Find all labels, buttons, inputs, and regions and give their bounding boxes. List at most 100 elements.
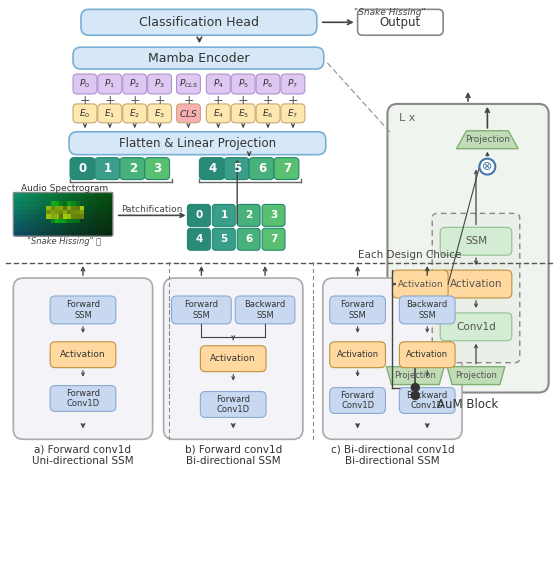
FancyBboxPatch shape: [440, 270, 512, 298]
Bar: [67, 192, 71, 197]
Text: Activation: Activation: [397, 279, 443, 289]
FancyBboxPatch shape: [440, 313, 512, 341]
Bar: [105, 206, 109, 210]
Bar: [47, 215, 50, 219]
Bar: [47, 228, 50, 232]
Bar: [34, 219, 38, 223]
Bar: [105, 197, 109, 201]
FancyBboxPatch shape: [98, 104, 122, 123]
Bar: [84, 201, 88, 206]
Bar: [109, 219, 113, 223]
Bar: [80, 215, 84, 219]
Bar: [100, 192, 105, 197]
Text: Backward
SSM: Backward SSM: [244, 300, 286, 320]
Text: Classification Head: Classification Head: [140, 16, 259, 29]
Bar: [75, 192, 80, 197]
Text: $E_6$: $E_6$: [263, 107, 274, 119]
Bar: [96, 192, 100, 197]
FancyBboxPatch shape: [206, 104, 230, 123]
FancyBboxPatch shape: [323, 278, 462, 439]
Bar: [84, 232, 88, 236]
FancyBboxPatch shape: [392, 270, 448, 298]
Bar: [96, 219, 100, 223]
Bar: [18, 206, 22, 210]
Bar: [30, 215, 34, 219]
Bar: [100, 197, 105, 201]
Bar: [71, 192, 75, 197]
Bar: [84, 228, 88, 232]
Bar: [92, 223, 96, 228]
Bar: [67, 206, 71, 210]
FancyBboxPatch shape: [399, 342, 455, 368]
Bar: [50, 192, 55, 197]
Text: 6: 6: [245, 234, 253, 244]
Bar: [42, 210, 47, 215]
Bar: [22, 228, 26, 232]
Bar: [84, 192, 88, 197]
Bar: [55, 192, 59, 197]
Bar: [92, 197, 96, 201]
FancyBboxPatch shape: [357, 9, 443, 35]
Bar: [26, 210, 30, 215]
Text: 5: 5: [220, 234, 228, 244]
Bar: [59, 201, 63, 206]
FancyBboxPatch shape: [201, 392, 266, 417]
Bar: [88, 223, 92, 228]
Bar: [30, 210, 34, 215]
Bar: [71, 197, 75, 201]
Text: 4: 4: [208, 162, 217, 175]
FancyBboxPatch shape: [249, 158, 274, 179]
Bar: [38, 219, 42, 223]
Text: +: +: [154, 95, 165, 108]
Bar: [75, 228, 80, 232]
FancyBboxPatch shape: [148, 104, 172, 123]
Text: $E_1$: $E_1$: [104, 107, 115, 119]
Bar: [71, 210, 75, 215]
Bar: [88, 210, 92, 215]
Bar: [50, 228, 55, 232]
Bar: [22, 232, 26, 236]
Bar: [75, 219, 80, 223]
Bar: [13, 192, 18, 197]
FancyBboxPatch shape: [231, 74, 255, 94]
Bar: [59, 228, 63, 232]
FancyBboxPatch shape: [73, 47, 324, 69]
Text: $CLS$: $CLS$: [179, 108, 198, 119]
Bar: [34, 206, 38, 210]
Text: $E_4$: $E_4$: [213, 107, 224, 119]
Bar: [42, 201, 47, 206]
Bar: [63, 201, 67, 206]
Bar: [59, 210, 63, 215]
Bar: [100, 206, 105, 210]
FancyBboxPatch shape: [224, 158, 249, 179]
Bar: [42, 219, 47, 223]
Polygon shape: [456, 131, 518, 149]
Bar: [34, 192, 38, 197]
Bar: [80, 201, 84, 206]
Bar: [80, 219, 84, 223]
Bar: [55, 210, 59, 215]
Bar: [96, 223, 100, 228]
FancyBboxPatch shape: [120, 158, 145, 179]
Text: Activation: Activation: [336, 350, 378, 359]
Bar: [88, 201, 92, 206]
Bar: [80, 197, 84, 201]
Bar: [26, 197, 30, 201]
Bar: [30, 197, 34, 201]
Bar: [92, 192, 96, 197]
Bar: [42, 228, 47, 232]
Bar: [55, 197, 59, 201]
Bar: [59, 215, 63, 219]
Bar: [105, 210, 109, 215]
Text: a) Forward conv1d
Uni-directional SSM: a) Forward conv1d Uni-directional SSM: [32, 445, 134, 466]
Bar: [96, 197, 100, 201]
Bar: [63, 192, 67, 197]
Bar: [18, 201, 22, 206]
Text: Projection: Projection: [455, 371, 497, 380]
Text: 3: 3: [153, 162, 162, 175]
Bar: [30, 228, 34, 232]
Bar: [13, 201, 18, 206]
Bar: [71, 201, 75, 206]
Bar: [55, 206, 59, 210]
Bar: [100, 228, 105, 232]
